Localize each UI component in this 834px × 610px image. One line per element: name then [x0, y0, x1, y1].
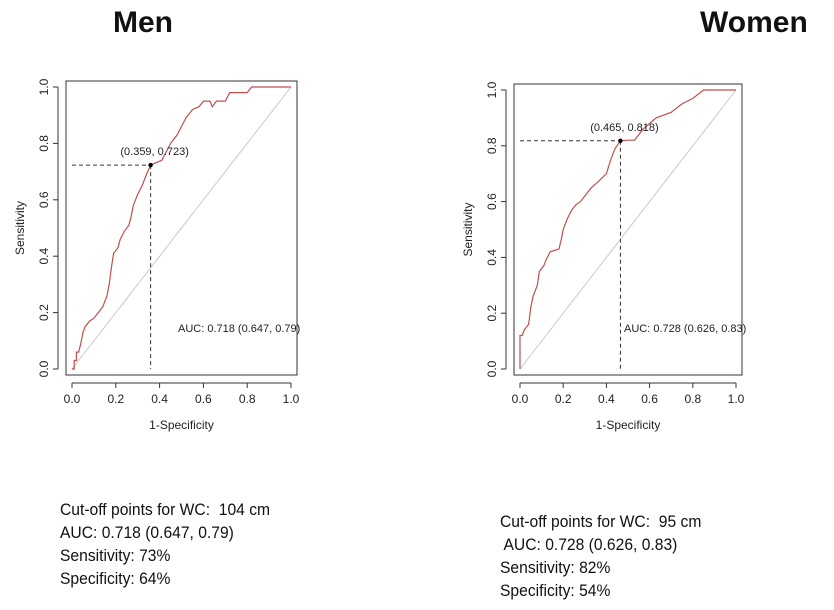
women-panel-title: Women — [700, 6, 808, 39]
men-specificity-text: Specificity: 64% — [60, 569, 171, 588]
women-x-tick-label: 0.4 — [598, 392, 615, 406]
men-y-tick-label: 0.6 — [37, 191, 51, 208]
men-y-tick-label: 0.4 — [37, 248, 51, 265]
women-y-tick-label: 0.0 — [485, 360, 499, 377]
women-y-axis-label: Sensitivity — [461, 202, 475, 256]
men-sensitivity-text: Sensitivity: 73% — [60, 546, 171, 565]
women-y-tick-label: 0.2 — [485, 305, 499, 322]
men-panel-title: Men — [113, 6, 173, 39]
women-y-tick-label: 1.0 — [485, 81, 499, 98]
women-x-tick-label: 0.6 — [641, 392, 658, 406]
men-x-tick-label: 0.0 — [64, 392, 81, 406]
men-x-tick-label: 0.2 — [107, 392, 124, 406]
women-x-axis-label: 1-Specificity — [596, 418, 661, 432]
women-cutoff-label: (0.465, 0.818) — [590, 122, 659, 134]
women-cutoff-point — [618, 138, 623, 143]
women-auc-annotation: AUC: 0.728 (0.626, 0.83) — [624, 323, 746, 335]
women-cutoff-text: Cut-off points for WC: 95 cm — [500, 512, 702, 531]
men-auc-annotation: AUC: 0.718 (0.647, 0.79) — [178, 323, 300, 335]
women-specificity-text: Specificity: 54% — [500, 581, 611, 600]
men-x-tick-label: 0.4 — [151, 392, 168, 406]
women-sensitivity-text: Sensitivity: 82% — [500, 558, 611, 577]
men-cutoff-label: (0.359, 0.723) — [120, 146, 189, 158]
women-x-tick-label: 1.0 — [728, 392, 745, 406]
men-y-tick-label: 0.0 — [37, 360, 51, 377]
women-y-tick-label: 0.8 — [485, 137, 499, 154]
men-reference-line — [71, 86, 292, 370]
men-x-axis-label: 1-Specificity — [149, 418, 214, 432]
women-x-tick-label: 0.0 — [512, 392, 529, 406]
men-cutoff-text: Cut-off points for WC: 104 cm — [60, 500, 271, 519]
men-y-tick-label: 0.2 — [37, 304, 51, 321]
women-y-tick-label: 0.4 — [485, 249, 499, 266]
men-auc-text: AUC: 0.718 (0.647, 0.79) — [60, 523, 234, 542]
men-cutoff-point — [148, 162, 153, 168]
women-reference-line — [519, 89, 737, 370]
women-auc-text: AUC: 0.728 (0.626, 0.83) — [500, 535, 678, 554]
men-roc-curve — [72, 86, 291, 370]
men-summary: Cut-off points for WC: 104 cm AUC: 0.718… — [60, 498, 270, 590]
women-roc-curve — [519, 89, 736, 369]
women-summary: Cut-off points for WC: 95 cm AUC: 0.728 … — [500, 510, 701, 602]
men-x-tick-label: 0.6 — [195, 392, 212, 406]
men-y-tick-label: 0.8 — [37, 135, 51, 152]
women-plot-frame — [513, 83, 743, 376]
women-x-tick-label: 0.2 — [555, 392, 572, 406]
men-plot-frame — [65, 80, 298, 376]
men-x-tick-label: 0.8 — [239, 392, 256, 406]
women-x-tick-label: 0.8 — [684, 392, 701, 406]
men-y-axis-label: Sensitivity — [13, 201, 27, 255]
men-x-tick-label: 1.0 — [283, 392, 300, 406]
women-y-tick-label: 0.6 — [485, 193, 499, 210]
men-y-tick-label: 1.0 — [37, 78, 51, 95]
